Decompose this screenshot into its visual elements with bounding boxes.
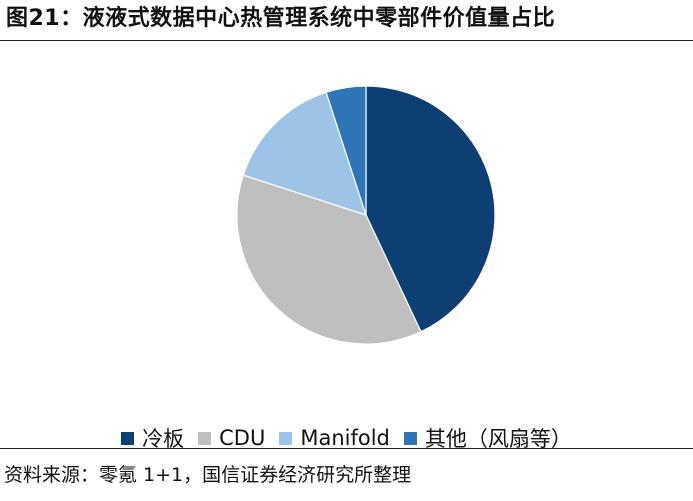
- pie-slice-1: [236, 174, 422, 345]
- legend-swatch: [279, 431, 293, 445]
- legend-swatch: [403, 431, 417, 445]
- legend-label: 其他（风扇等）: [424, 427, 572, 451]
- source-note: 资料来源：零氪 1+1，国信证券经济研究所整理: [4, 464, 412, 486]
- pie-slice-3: [325, 85, 367, 216]
- legend-swatch: [121, 431, 135, 445]
- legend-item: CDU: [198, 426, 265, 450]
- chart-legend: 冷板 CDU Manifold 其他（风扇等）: [0, 421, 693, 455]
- legend-item: 冷板: [121, 423, 184, 453]
- legend-item: 其他（风扇等）: [403, 423, 572, 453]
- legend-label: CDU: [219, 426, 266, 450]
- source-divider: [0, 448, 693, 449]
- pie-chart: 冷板 CDU Manifold 其他（风扇等）: [0, 41, 693, 451]
- legend-label: 冷板: [142, 427, 185, 451]
- figure-title: 图21：液液式数据中心热管理系统中零部件价值量占比: [6, 6, 556, 31]
- legend-label: Manifold: [300, 426, 390, 450]
- pie-slice-2: [242, 91, 367, 216]
- legend-swatch: [198, 431, 212, 445]
- legend-item: Manifold: [279, 426, 390, 450]
- title-divider: [0, 40, 693, 41]
- pie-slice-0: [365, 85, 496, 333]
- pie-chart-svg: [236, 85, 496, 345]
